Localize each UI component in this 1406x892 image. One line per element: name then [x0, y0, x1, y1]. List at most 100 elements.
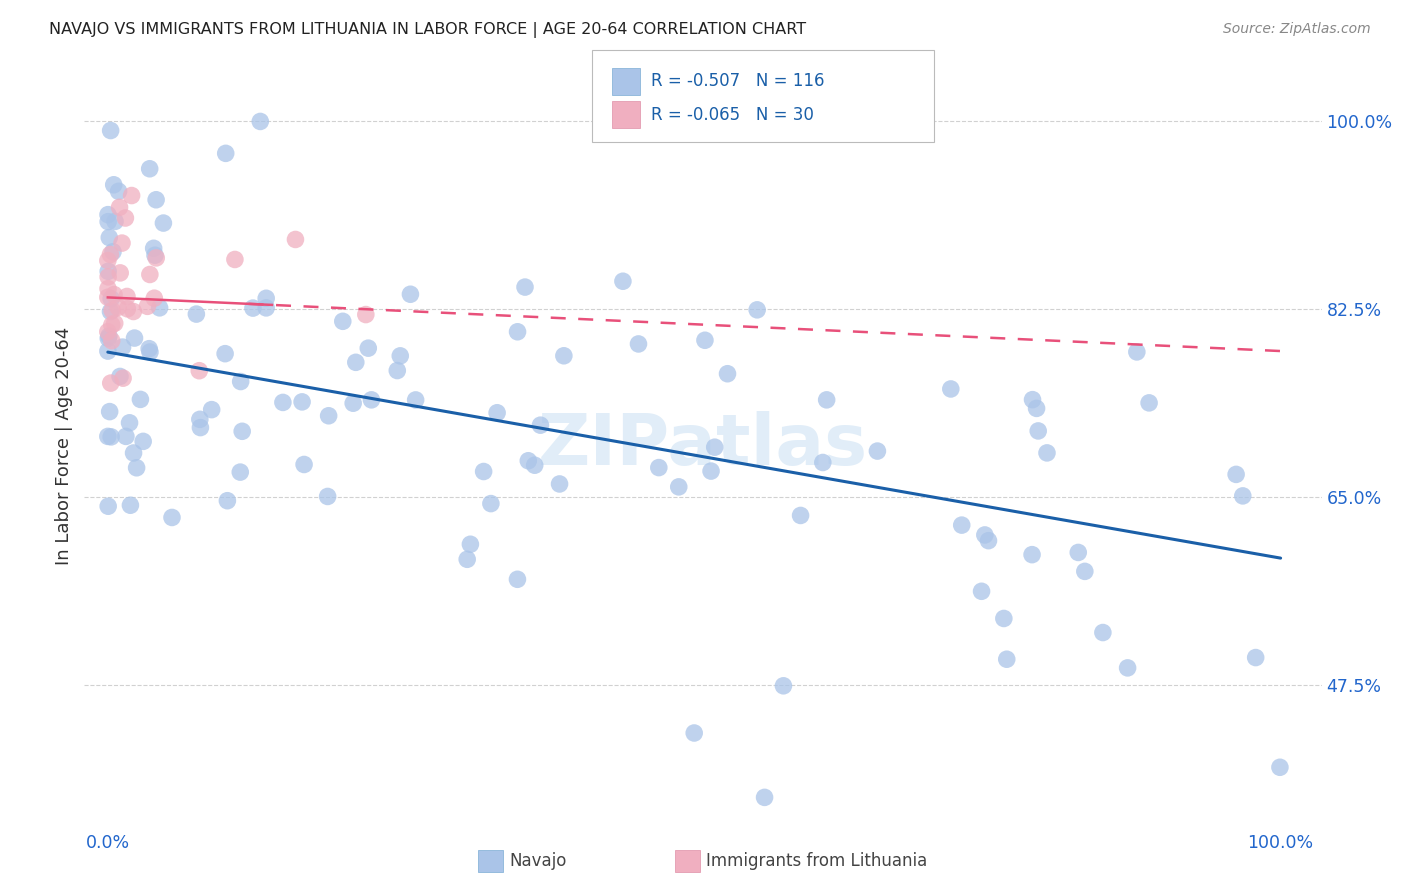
Point	[143, 291, 166, 305]
Point	[703, 440, 725, 454]
Point	[97, 253, 120, 268]
Point	[145, 193, 167, 207]
Point	[1025, 401, 1047, 416]
Point	[97, 264, 120, 278]
Point	[456, 552, 478, 566]
Point	[387, 363, 409, 377]
Point	[190, 420, 212, 434]
Point	[100, 292, 122, 306]
Point	[107, 301, 129, 315]
Point	[108, 369, 131, 384]
Point	[97, 500, 120, 514]
Point	[132, 434, 155, 449]
Point	[357, 341, 380, 355]
Point	[1268, 760, 1291, 774]
Point	[716, 367, 738, 381]
Point	[292, 458, 315, 472]
Point	[1244, 650, 1267, 665]
Point	[108, 200, 131, 214]
Point	[114, 211, 136, 225]
Point	[122, 304, 145, 318]
Point	[700, 464, 723, 478]
Point	[103, 178, 125, 192]
Point	[100, 334, 122, 348]
Point	[389, 349, 412, 363]
Point	[648, 460, 671, 475]
Text: Immigrants from Lithuania: Immigrants from Lithuania	[706, 852, 927, 871]
Point	[97, 208, 120, 222]
Point	[789, 508, 811, 523]
Point	[129, 392, 152, 407]
Point	[100, 376, 122, 390]
Point	[284, 232, 307, 246]
Point	[242, 301, 264, 315]
Point	[1021, 548, 1043, 562]
Point	[977, 533, 1000, 548]
Point	[1026, 424, 1049, 438]
Text: Navajo: Navajo	[509, 852, 567, 871]
Point	[1126, 345, 1149, 359]
Point	[145, 251, 167, 265]
Text: R = -0.507   N = 116: R = -0.507 N = 116	[651, 72, 824, 90]
Point	[866, 444, 889, 458]
Point	[970, 584, 993, 599]
Point	[1225, 467, 1247, 482]
Point	[104, 316, 127, 330]
Point	[97, 269, 120, 284]
Point	[201, 402, 224, 417]
Point	[291, 395, 314, 409]
Text: NAVAJO VS IMMIGRANTS FROM LITHUANIA IN LABOR FORCE | AGE 20-64 CORRELATION CHART: NAVAJO VS IMMIGRANTS FROM LITHUANIA IN L…	[49, 22, 806, 38]
Point	[747, 302, 769, 317]
Point	[103, 287, 125, 301]
Point	[139, 268, 162, 282]
Point	[149, 301, 172, 315]
Point	[121, 188, 143, 202]
Point	[138, 342, 160, 356]
Text: ZIPatlas: ZIPatlas	[538, 411, 868, 481]
Point	[97, 344, 120, 359]
Point	[115, 429, 138, 443]
Point	[120, 498, 142, 512]
Point	[107, 184, 129, 198]
Point	[125, 460, 148, 475]
Point	[1091, 625, 1114, 640]
Point	[100, 247, 122, 261]
Point	[486, 406, 509, 420]
Point	[186, 307, 208, 321]
Text: R = -0.065   N = 30: R = -0.065 N = 30	[651, 106, 814, 124]
Point	[1067, 545, 1090, 559]
Point	[152, 216, 174, 230]
Point	[101, 318, 124, 332]
Point	[318, 409, 340, 423]
Point	[101, 244, 124, 259]
Point	[142, 241, 165, 255]
Point	[668, 480, 690, 494]
Point	[316, 490, 339, 504]
Point	[472, 465, 495, 479]
Point	[229, 465, 252, 479]
Point	[1137, 396, 1160, 410]
Point	[479, 497, 502, 511]
Point	[122, 446, 145, 460]
Point	[360, 392, 382, 407]
Point	[100, 304, 122, 318]
Point	[1074, 565, 1097, 579]
Point	[104, 214, 127, 228]
Point	[215, 146, 238, 161]
Point	[98, 230, 121, 244]
Point	[973, 528, 995, 542]
Point	[506, 572, 529, 586]
Point	[995, 652, 1018, 666]
Point	[112, 371, 135, 385]
Point	[693, 333, 716, 347]
Point	[97, 329, 120, 343]
Point	[254, 301, 277, 315]
Point	[136, 299, 159, 313]
Point	[332, 314, 354, 328]
Point	[513, 280, 536, 294]
Point	[627, 337, 650, 351]
Point	[231, 425, 253, 439]
Point	[354, 308, 377, 322]
Point	[143, 248, 166, 262]
Point	[188, 412, 211, 426]
